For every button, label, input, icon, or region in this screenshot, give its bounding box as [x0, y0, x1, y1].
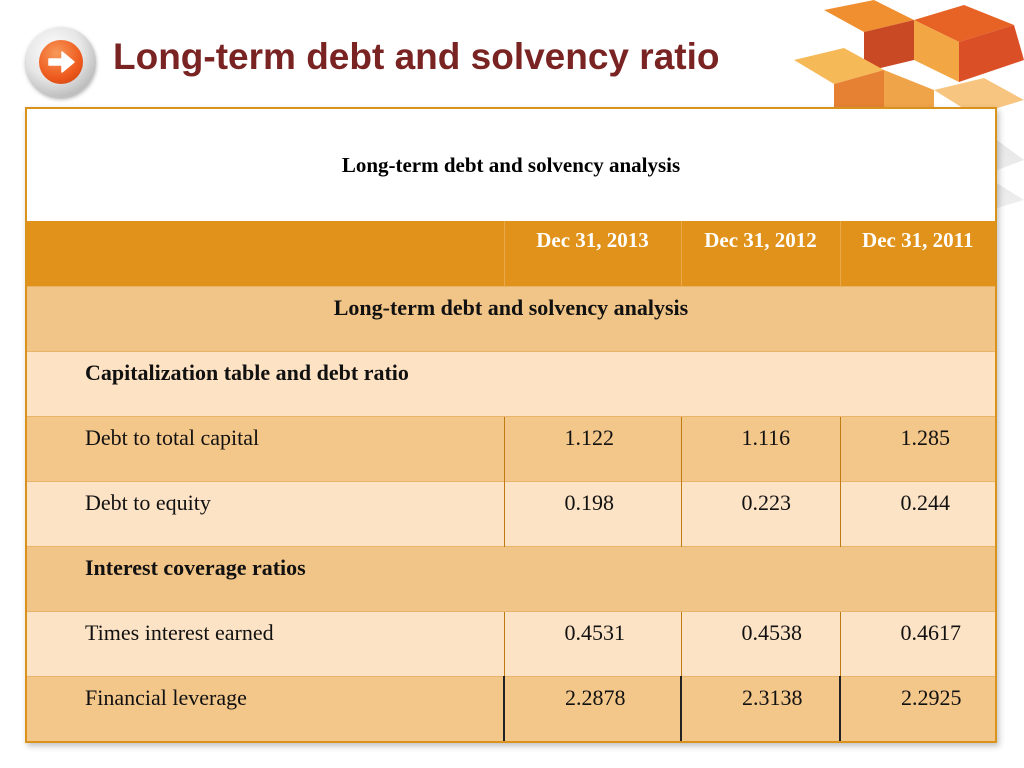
table-row: Debt to total capital 1.122 1.116 1.285: [27, 415, 995, 481]
table-caption: Long-term debt and solvency analysis: [27, 109, 995, 221]
group-title-interest-coverage: Interest coverage ratios: [27, 545, 995, 611]
value-cell: 2.2878: [503, 675, 681, 741]
column-header-2012: Dec 31, 2012: [680, 221, 840, 286]
section-header-row: Long-term debt and solvency analysis: [27, 285, 995, 351]
nav-arrow-button[interactable]: [26, 27, 96, 97]
group-header-row: Capitalization table and debt ratio: [27, 350, 995, 416]
value-cell: 0.4538: [680, 610, 840, 676]
value-cell: 2.2925: [839, 675, 995, 741]
row-label: Financial leverage: [27, 675, 504, 741]
row-label: Debt to equity: [27, 480, 504, 546]
group-title-capitalization: Capitalization table and debt ratio: [27, 350, 995, 416]
value-cell: 2.3138: [680, 675, 840, 741]
value-cell: 0.198: [503, 480, 681, 546]
solvency-table: Long-term debt and solvency analysis Dec…: [25, 107, 997, 743]
right-arrow-icon: [39, 40, 83, 84]
value-cell: 1.285: [839, 415, 995, 481]
column-header-2013: Dec 31, 2013: [503, 221, 681, 286]
value-cell: 0.4617: [839, 610, 995, 676]
value-cell: 0.223: [680, 480, 840, 546]
column-header-row: Dec 31, 2013 Dec 31, 2012 Dec 31, 2011: [27, 221, 995, 286]
value-cell: 0.244: [839, 480, 995, 546]
section-header: Long-term debt and solvency analysis: [27, 285, 995, 351]
group-header-row: Interest coverage ratios: [27, 545, 995, 611]
row-label: Debt to total capital: [27, 415, 504, 481]
table-row: Debt to equity 0.198 0.223 0.244: [27, 480, 995, 546]
value-cell: 1.116: [680, 415, 840, 481]
table-row: Times interest earned 0.4531 0.4538 0.46…: [27, 610, 995, 676]
value-cell: 1.122: [503, 415, 681, 481]
table-row: Financial leverage 2.2878 2.3138 2.2925: [27, 675, 995, 741]
column-header-blank: [27, 221, 504, 286]
column-header-2011: Dec 31, 2011: [839, 221, 995, 286]
data-table: Dec 31, 2013 Dec 31, 2012 Dec 31, 2011 L…: [27, 221, 995, 741]
row-label: Times interest earned: [27, 610, 504, 676]
value-cell: 0.4531: [503, 610, 681, 676]
page-title: Long-term debt and solvency ratio: [113, 36, 720, 77]
